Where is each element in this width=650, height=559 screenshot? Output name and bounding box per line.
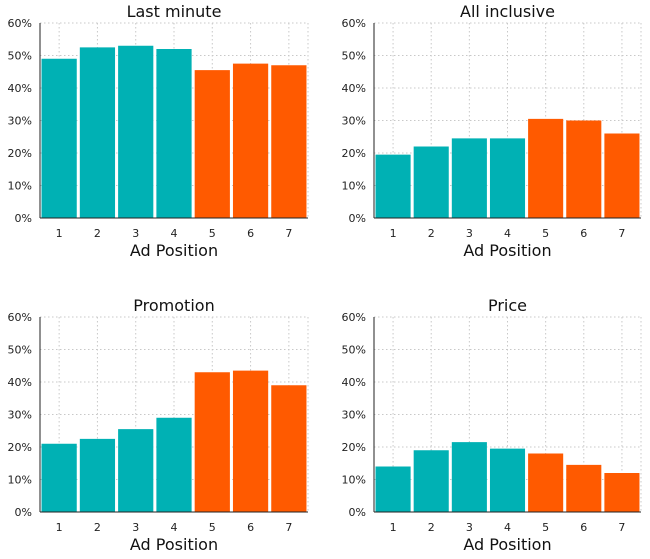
bar-position-6 [566,464,602,512]
x-axis-label: Ad Position [463,241,551,260]
x-tick-label: 2 [428,227,435,240]
bar-position-3 [451,442,487,512]
x-tick-label: 4 [504,521,511,534]
chart-title: Promotion [133,296,214,315]
bar-position-4 [156,417,192,512]
y-tick-label: 40% [342,82,366,95]
chart-title: Last minute [127,2,222,21]
x-tick-label: 3 [466,227,473,240]
x-tick-label: 6 [247,521,254,534]
x-tick-label: 3 [466,521,473,534]
bar-position-7 [604,473,640,512]
y-tick-label: 10% [8,180,32,193]
x-tick-label: 1 [390,227,397,240]
bar-position-2 [413,450,449,512]
bar-position-4 [489,138,526,218]
bar-position-1 [41,58,77,218]
y-tick-label: 10% [342,474,366,487]
y-tick-label: 20% [8,441,32,454]
x-tick-label: 5 [209,227,216,240]
y-tick-label: 20% [8,147,32,160]
y-tick-label: 40% [8,376,32,389]
x-tick-label: 4 [171,521,178,534]
chart-all-inclusive: 0% 10% 20% 30% 40% 50% 60% 1 2 3 4 5 6 7 All inclusive… [342,2,642,260]
bar-position-1 [375,466,411,512]
x-axis-label: Ad Position [463,535,551,554]
x-tick-label: 6 [580,227,587,240]
x-tick-label: 7 [618,227,625,240]
y-tick-label: 50% [8,50,32,63]
x-tick-label: 2 [94,521,101,534]
bar-position-6 [232,370,269,512]
y-tick-label: 20% [342,147,366,160]
y-tick-label: 40% [8,82,32,95]
y-tick-label: 10% [8,474,32,487]
y-tick-label: 60% [342,311,366,324]
chart-price: 0% 10% 20% 30% 40% 50% 60% 1 2 3 4 5 6 7 Price Ad Posit… [342,296,642,554]
y-tick-label: 10% [342,180,366,193]
y-tick-label: 50% [342,50,366,63]
y-tick-label: 0% [15,212,32,225]
bar-position-2 [79,438,116,512]
x-tick-label: 5 [542,227,549,240]
bar-position-5 [194,372,230,512]
bar-position-4 [489,448,526,512]
bar-position-2 [413,146,449,218]
y-tick-label: 0% [349,212,366,225]
y-tick-label: 30% [8,115,32,128]
y-tick-label: 30% [342,409,366,422]
x-tick-label: 3 [132,227,139,240]
y-tick-label: 40% [342,376,366,389]
x-tick-label: 3 [132,521,139,534]
x-tick-label: 7 [285,521,292,534]
y-tick-label: 50% [8,344,32,357]
bar-position-5 [528,118,564,218]
y-tick-label: 30% [342,115,366,128]
y-tick-label: 50% [342,344,366,357]
x-axis-label: Ad Position [130,241,218,260]
x-tick-label: 4 [504,227,511,240]
x-tick-label: 1 [56,227,63,240]
x-tick-label: 4 [171,227,178,240]
chart-title: All inclusive [460,2,555,21]
chart-last-minute: 0% 10% 20% 30% 40% 50% 60% 1 2 3 4 5 6 7 Last minute Ad… [8,2,309,260]
x-tick-label: 7 [618,521,625,534]
x-tick-label: 5 [542,521,549,534]
bar-position-1 [41,443,77,512]
x-tick-label: 5 [209,521,216,534]
x-axis-label: Ad Position [130,535,218,554]
chart-promotion: 0% 10% 20% 30% 40% 50% 60% 1 2 3 4 5 6 7 Promotion Ad P… [8,296,309,554]
bar-position-7 [271,385,307,512]
bar-position-7 [604,133,640,218]
x-tick-label: 1 [390,521,397,534]
bar-position-6 [566,120,602,218]
bar-position-3 [118,45,154,218]
x-tick-label: 6 [247,227,254,240]
chart-title: Price [488,296,527,315]
bar-position-1 [375,154,411,218]
bar-position-6 [232,63,269,218]
x-tick-label: 2 [94,227,101,240]
x-tick-label: 2 [428,521,435,534]
bar-position-5 [194,70,230,218]
bar-position-3 [118,429,154,512]
bar-position-5 [528,453,564,512]
y-tick-label: 0% [15,506,32,519]
y-tick-label: 30% [8,409,32,422]
bar-position-7 [271,65,307,218]
y-tick-label: 60% [8,17,32,30]
bar-position-2 [79,47,116,218]
x-tick-label: 6 [580,521,587,534]
x-tick-label: 1 [56,521,63,534]
bar-position-4 [156,49,192,218]
y-tick-label: 20% [342,441,366,454]
y-tick-label: 60% [342,17,366,30]
y-tick-label: 60% [8,311,32,324]
x-tick-label: 7 [285,227,292,240]
bar-position-3 [451,138,487,218]
y-tick-label: 0% [349,506,366,519]
